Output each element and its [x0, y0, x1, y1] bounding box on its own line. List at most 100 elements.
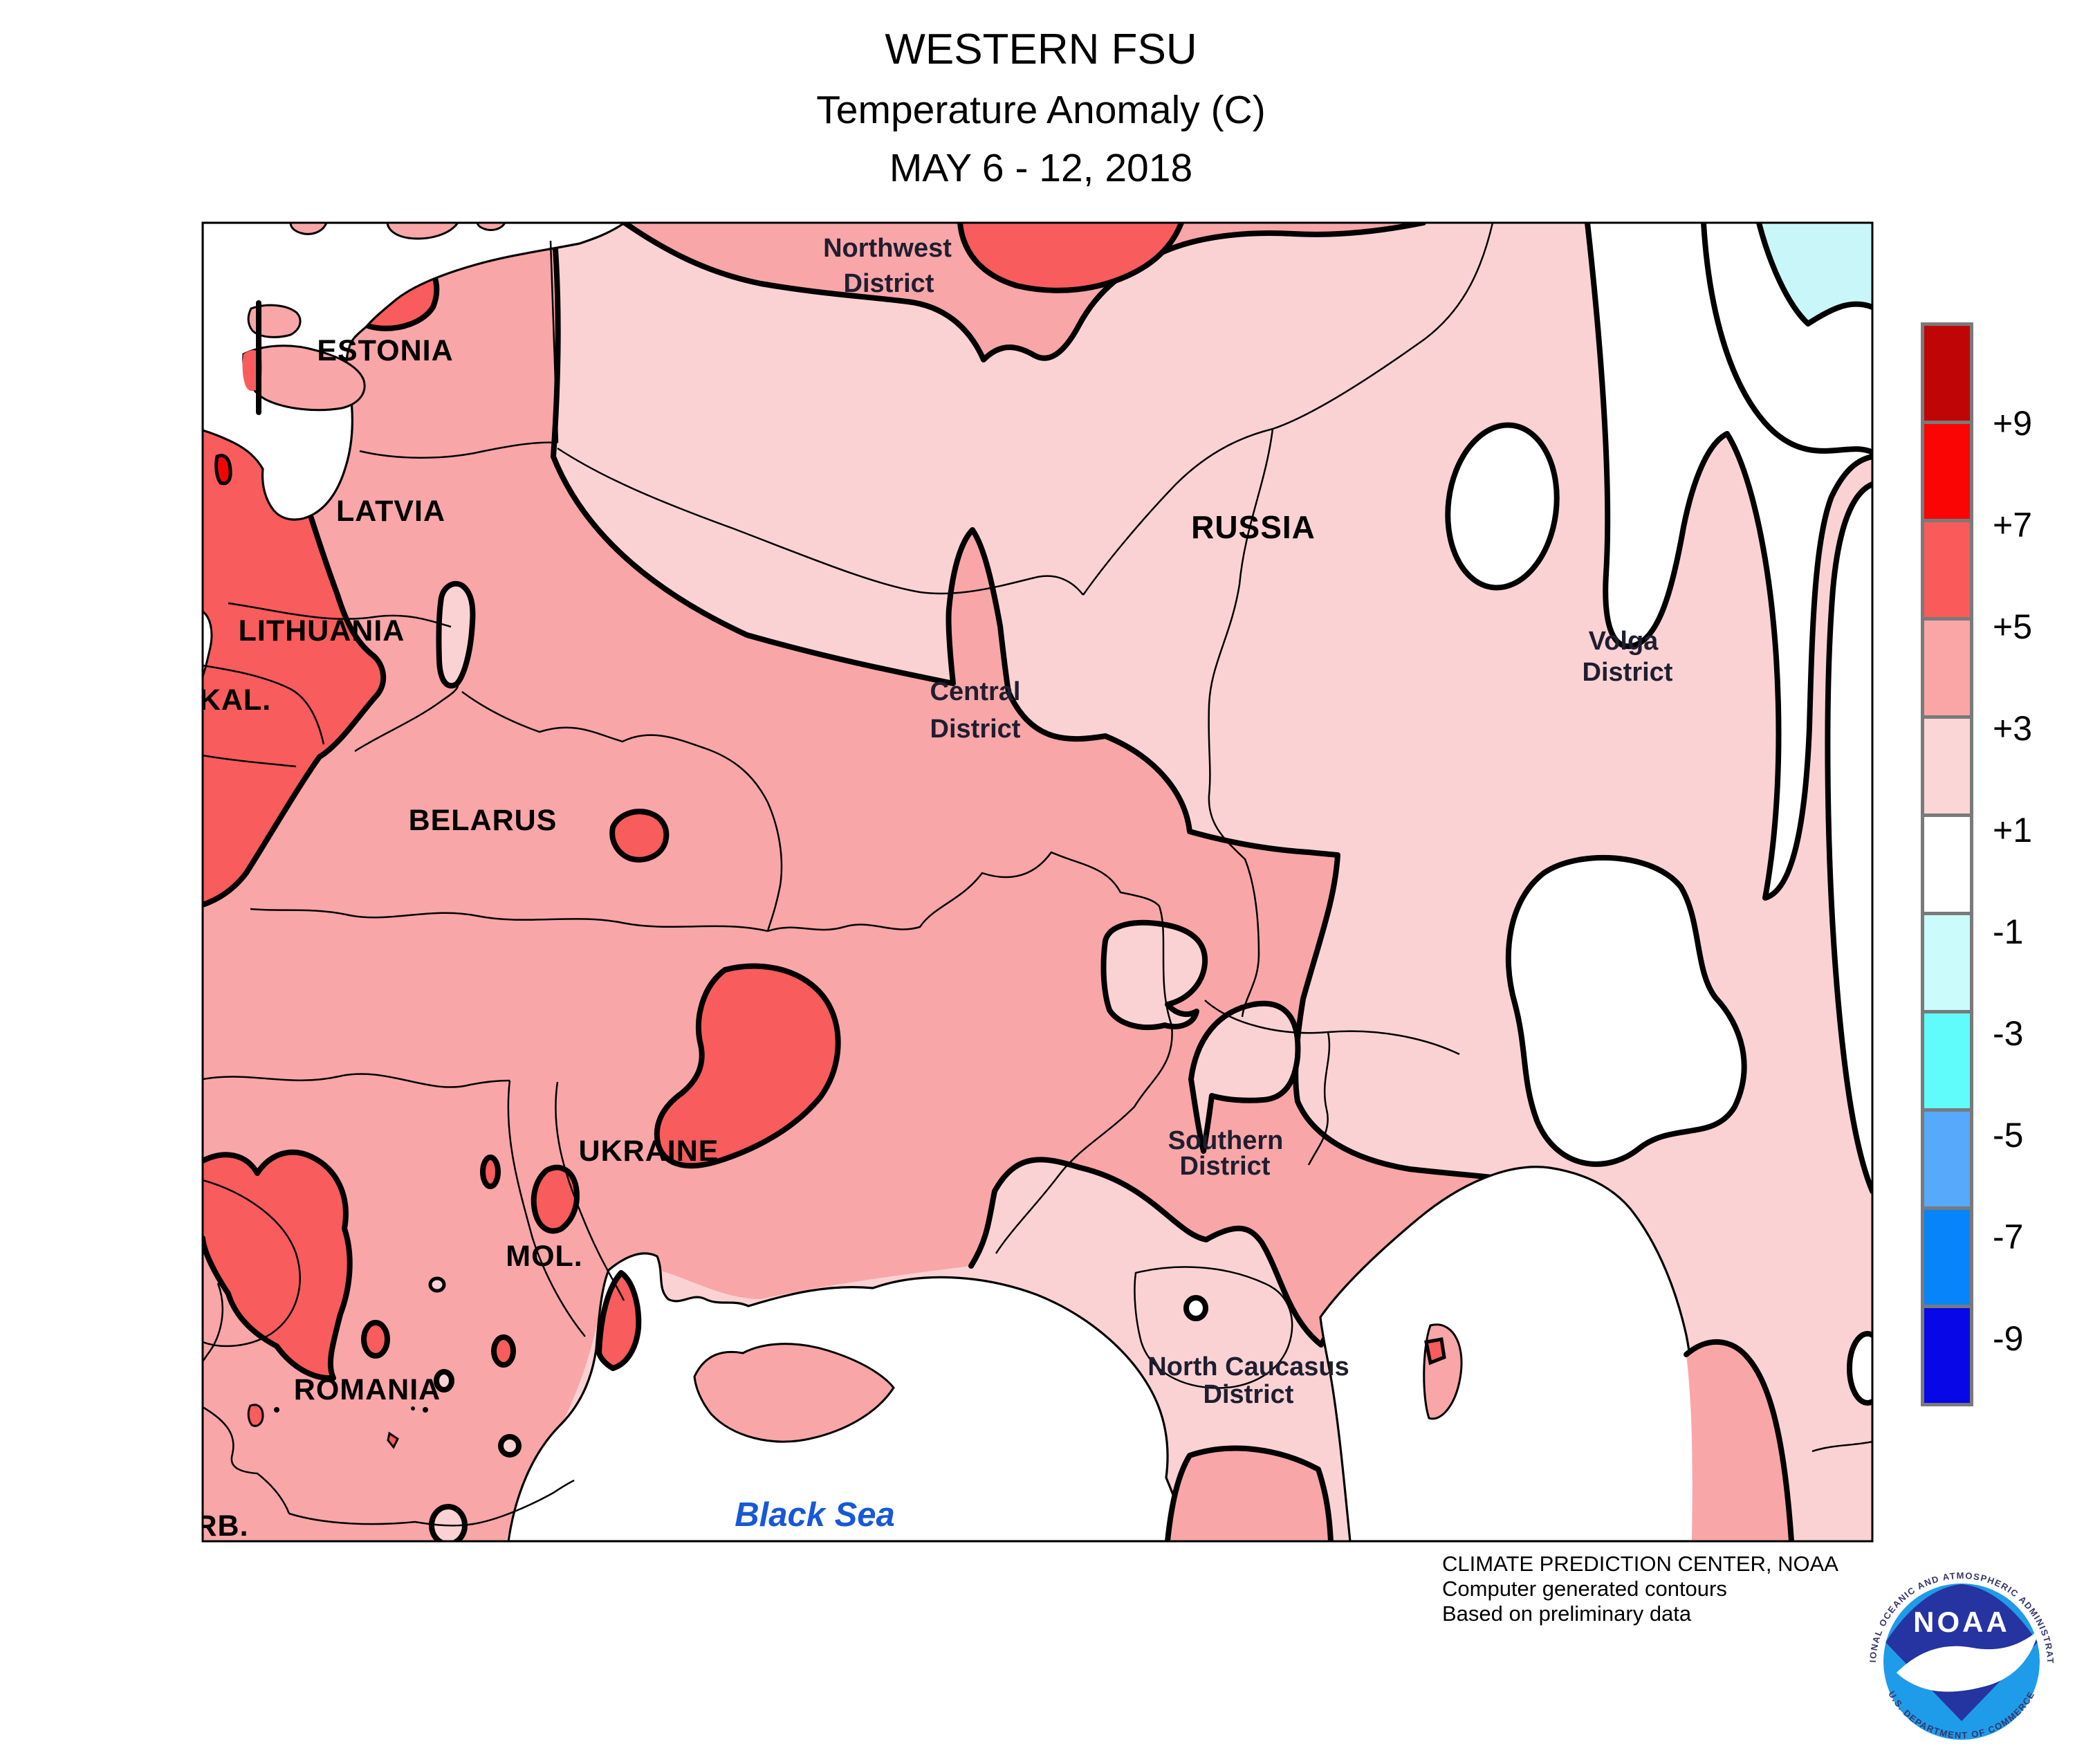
anomaly-white-oval-right-edge [1847, 1331, 1872, 1406]
legend-label-+1: +1 [1993, 811, 2033, 849]
legend-label--9: -9 [1993, 1319, 2024, 1358]
anomaly-white-egg-oval [1445, 422, 1560, 591]
island-saaremaa [242, 344, 366, 412]
anomaly-caucasus-pink-wedge [1168, 1448, 1331, 1541]
label-russia: RUSSIA [1191, 509, 1316, 545]
anomaly-center-oval [1100, 919, 1208, 1030]
legend-label-+9: +9 [1993, 404, 2033, 443]
anomaly-dot-oval-2 [434, 1369, 454, 1393]
logo-seagull-icon [1897, 1630, 2039, 1692]
legend-swatch-1 [1921, 421, 1973, 522]
label-volga-district-line1: Volga [1589, 627, 1659, 656]
legend-label-+3: +3 [1993, 709, 2033, 748]
anomaly-region-white-corner-band [1587, 223, 1872, 898]
finnish-coast-bit-2 [386, 223, 459, 240]
label-southern-district-line2: District [1180, 1152, 1271, 1181]
label-kaliningrad: KAL. [199, 683, 271, 717]
credits-line-1: CLIMATE PREDICTION CENTER, NOAA [1442, 1552, 1838, 1576]
contour-inner-corner-curve [1701, 223, 1872, 455]
anomaly-region-odessa-plus5 [596, 1270, 642, 1371]
label-belarus: BELARUS [409, 804, 557, 837]
noaa-logo: NOAA NATIONAL OCEANIC AND ATMOSPHERIC AD… [1861, 1561, 2060, 1760]
legend-label--5: -5 [1993, 1116, 2024, 1155]
credits-block: CLIMATE PREDICTION CENTER, NOAA Computer… [1442, 1552, 1838, 1626]
curonian-lagoon-shape [203, 610, 213, 677]
label-ukraine: UKRAINE [579, 1134, 719, 1168]
legend-swatch-3 [1921, 617, 1973, 719]
anomaly-color-legend: +9 +7 +5 +3 +1 -1 -3 -5 -7 -9 [1921, 322, 2073, 1406]
label-estonia: ESTONIA [317, 334, 453, 367]
legend-label-+5: +5 [1993, 607, 2033, 646]
anomaly-white-oval-ncaucasus [1183, 1295, 1208, 1321]
contour-caucasus-wedge [1165, 1445, 1334, 1541]
finnish-coast-bit-1 [289, 223, 328, 235]
anomaly-pocket-plus1-plus3 [1188, 1000, 1301, 1154]
contour-minus1-corner [1756, 223, 1872, 327]
map-title-block: WESTERN FSU Temperature Anomaly (C) MAY … [816, 19, 1265, 196]
title-region: WESTERN FSU [885, 26, 1197, 73]
label-central-district-line2: District [930, 715, 1021, 744]
contour-north-top-plus5 [957, 223, 1184, 293]
label-lithuania: LITHUANIA [239, 614, 405, 647]
anomaly-dot-oval-4 [498, 1434, 522, 1458]
anomaly-region-baltic-plus5 [203, 421, 384, 905]
anomaly-region-minus1-minus3-corner [1759, 223, 1872, 324]
label-northwest-district-line1: Northwest [823, 234, 952, 263]
label-serbia: RB. [195, 1509, 248, 1543]
contour-white-corner-band [1585, 223, 1872, 901]
legend-label--3: -3 [1993, 1014, 2024, 1053]
anomaly-region-ukraine-plus5 [654, 963, 841, 1169]
anomaly-speck-salmon-2 [247, 1404, 264, 1427]
label-northwest-district-line2: District [844, 269, 934, 298]
contour-romania-plus5 [203, 1149, 353, 1381]
map-labels-group: ESTONIA LATVIA LITHUANIA KAL. BELARUS UK… [195, 234, 1673, 1543]
anomaly-region-white-right-strip [1827, 484, 1872, 1191]
map-speck-1 [423, 1407, 428, 1413]
anomaly-speck-salmon-1 [387, 1431, 399, 1449]
map-speck-2 [411, 1406, 415, 1411]
contour-northwest-blob [622, 223, 1426, 362]
anomaly-small-oval-budjak [491, 1334, 516, 1368]
legend-swatch-5 [1921, 814, 1973, 915]
anomaly-region-romania-plus5 [203, 1152, 350, 1379]
legend-swatch-0 [1921, 322, 1973, 424]
crimea-peninsula [693, 1343, 895, 1443]
anomaly-region-northwest-blob [625, 223, 1423, 360]
label-romania: ROMANIA [294, 1373, 441, 1406]
finnish-coast-bit-3 [476, 223, 506, 231]
legend-swatch-2 [1921, 519, 1973, 621]
legend-label--1: -1 [1993, 912, 2024, 951]
map-frame-border [201, 221, 1874, 1543]
contour-corner-pink-band [1684, 1339, 1794, 1541]
label-volga-district-line2: District [1583, 658, 1673, 687]
anomaly-caspian-coast-dot-plus5 [1424, 1337, 1446, 1366]
legend-swatch-8 [1921, 1108, 1973, 1210]
anomaly-region-latvia-plus7 [214, 454, 232, 486]
label-north-caucasus-district-line1: North Caucasus [1147, 1352, 1349, 1381]
legend-swatch-6 [1921, 912, 1973, 1013]
label-north-caucasus-district-line2: District [1204, 1380, 1294, 1409]
contour-white-right-strip [1825, 481, 1872, 1194]
thin-borders-group [203, 223, 1872, 1527]
label-southern-district-line1: Southern [1168, 1126, 1284, 1155]
title-variable: Temperature Anomaly (C) [816, 88, 1266, 132]
caspian-sea-shape [1319, 1166, 1702, 1541]
label-black-sea: Black Sea [735, 1496, 895, 1534]
credits-line-2: Computer generated contours [1442, 1577, 1727, 1601]
anomaly-small-oval-west-ukraine [480, 1155, 501, 1189]
title-date-range: MAY 6 - 12, 2018 [889, 146, 1193, 190]
legend-swatch-9 [1921, 1206, 1973, 1308]
anomaly-capsule-latvia-border [436, 580, 476, 689]
map-speck-3 [274, 1407, 279, 1413]
anomaly-small-oval-transylvania [361, 1320, 390, 1359]
anomaly-dot-oval-1 [428, 1276, 446, 1293]
legend-swatch-10 [1921, 1305, 1973, 1406]
label-moldova: MOL. [506, 1240, 582, 1273]
logo-acronym-text: NOAA [1913, 1606, 2010, 1638]
legend-swatch-7 [1921, 1010, 1973, 1112]
label-central-district-line1: Central [930, 677, 1021, 706]
anomaly-region-moldova-plus5 [531, 1164, 580, 1234]
anomaly-white-pants-blob [1505, 854, 1747, 1167]
